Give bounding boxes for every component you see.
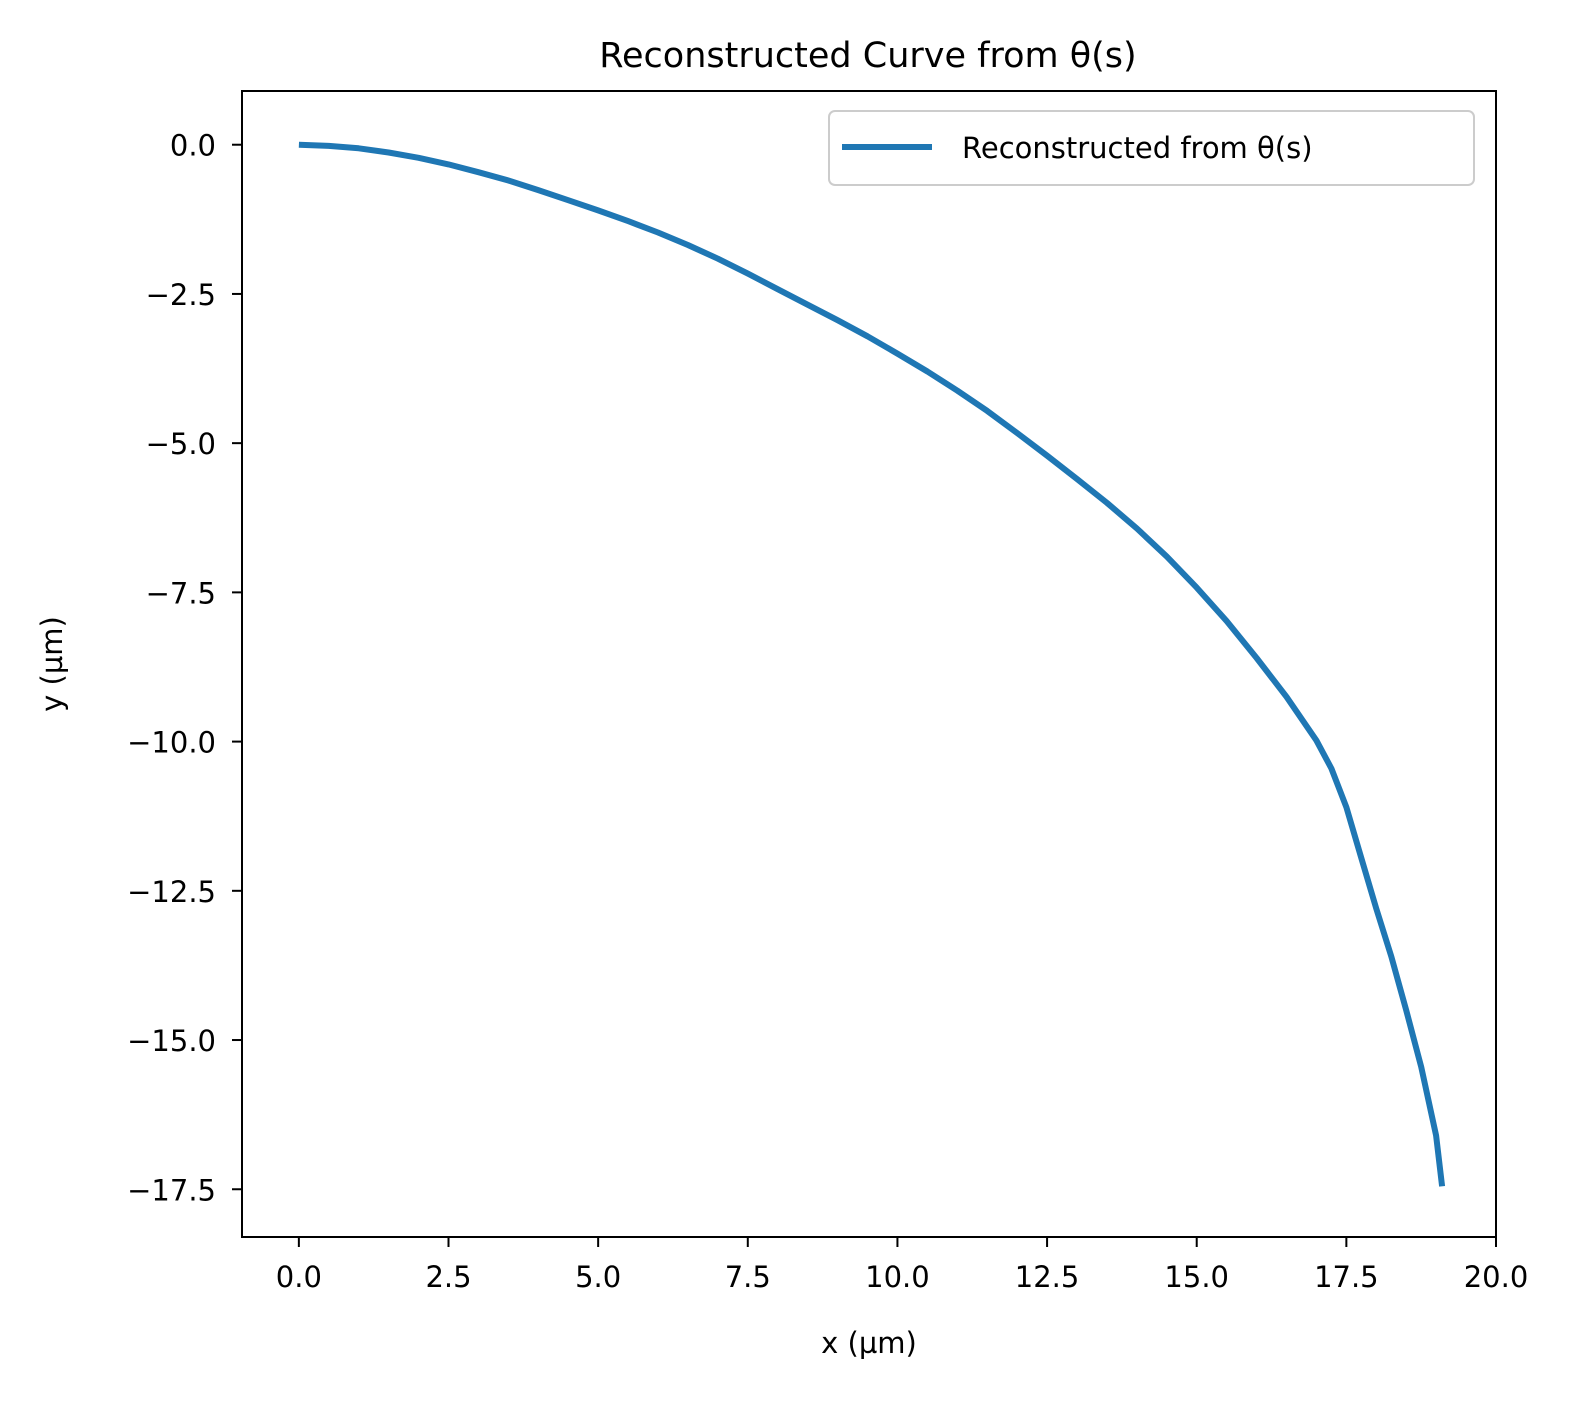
x-tick-label: 7.5 [725,1260,771,1294]
plot-area [298,141,1446,1187]
y-axis: 0.0 −2.5 −5.0 −7.5 −10.0 −12.5 −15.0 −17.5 [127,129,242,1207]
y-tick-label: −17.5 [127,1173,216,1207]
legend-box [828,110,1475,186]
x-tick-label: 2.5 [425,1260,471,1294]
x-axis-label: x (µm) [821,1326,917,1360]
x-tick-label: 15.0 [1164,1260,1229,1294]
x-tick-label: 12.5 [1015,1260,1080,1294]
y-axis-label: y (µm) [35,616,69,712]
legend-label: Reconstructed from θ(s) [962,131,1313,165]
x-tick-label: 0.0 [276,1260,322,1294]
x-axis: 0.0 2.5 5.0 7.5 10.0 12.5 15.0 17.5 20.0 [276,1237,1528,1294]
x-tick-label: 10.0 [865,1260,930,1294]
y-tick-label: −10.0 [127,726,216,760]
y-tick-label: −12.5 [127,875,216,909]
x-tick-label: 5.0 [575,1260,621,1294]
y-tick-label: −5.0 [146,427,216,461]
y-tick-label: −15.0 [127,1024,216,1058]
series-line [298,141,1446,1187]
y-tick-label: 0.0 [170,129,216,163]
chart-title: Reconstructed Curve from θ(s) [599,36,1136,76]
x-tick-label: 17.5 [1314,1260,1379,1294]
axes-frame [241,90,1497,1238]
legend: Reconstructed from θ(s) [828,110,1475,186]
y-tick-label: −2.5 [146,278,216,312]
y-tick-label: −7.5 [146,576,216,610]
x-tick-label: 20.0 [1464,1260,1529,1294]
